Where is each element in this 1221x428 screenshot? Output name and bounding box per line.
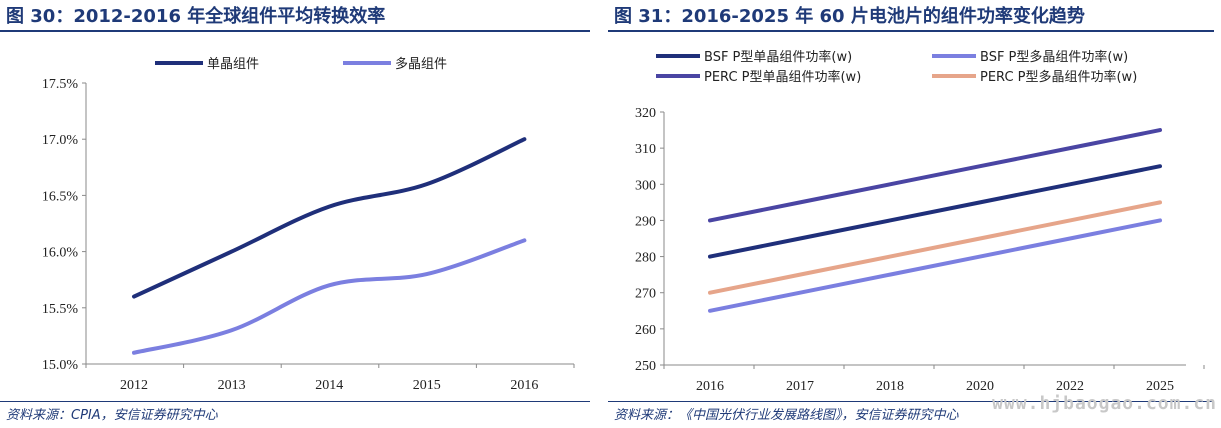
series-line-3 [708, 200, 1162, 295]
y-tick-label: 290 [635, 214, 656, 229]
series-line-1 [132, 238, 527, 355]
y-tick-label: 280 [635, 251, 656, 266]
x-tick-label: 2012 [120, 378, 148, 393]
series-line-1 [708, 218, 1162, 313]
efficiency-chart: 15.0% 15.5% 16.0% 16.5% 17.0% 17.5% 2012 2013 20… [42, 56, 575, 393]
figure-title: 图 30：2012-2016 年全球组件平均转换效率 [6, 6, 386, 27]
legend-label: BSF P型多晶组件功率(w) [980, 49, 1128, 65]
y-tick-label: 250 [635, 359, 656, 374]
y-tick-label: 320 [635, 106, 656, 121]
legend-label: PERC P型单晶组件功率(w) [704, 69, 861, 85]
legend-label: BSF P型单晶组件功率(w) [704, 49, 852, 65]
x-tick-label: 2014 [315, 378, 343, 393]
x-tick-label: 2020 [966, 379, 994, 394]
title-rule [0, 30, 590, 32]
legend-label: 多晶组件 [395, 56, 447, 72]
y-tick-label: 310 [635, 142, 656, 157]
source-rule [0, 401, 590, 402]
y-tick-label: 300 [635, 178, 656, 193]
source-note: 资料来源：CPIA，安信证券研究中心 [6, 408, 218, 423]
chart-panel-right: 图 31：2016-2025 年 60 片电池片的组件功率变化趋势 250 260… [608, 0, 1221, 428]
x-tick-label: 2016 [696, 379, 724, 394]
x-tick-label: 2017 [786, 379, 814, 394]
series-line-0 [132, 137, 527, 299]
y-tick-label: 260 [635, 323, 656, 338]
y-tick-label: 16.5% [42, 189, 79, 204]
y-tick-label: 17.0% [42, 133, 79, 148]
x-tick-label: 2016 [510, 378, 538, 393]
module-power-chart: 250 260 270 280 290 300 310 320 2016 2017 2018 2020… [635, 49, 1205, 394]
y-tick-label: 16.0% [42, 246, 79, 261]
series-line-2 [708, 128, 1162, 223]
legend-label: PERC P型多晶组件功率(w) [980, 69, 1137, 85]
figure-title: 图 31：2016-2025 年 60 片电池片的组件功率变化趋势 [614, 6, 1085, 27]
x-tick-label: 2025 [1146, 379, 1174, 394]
title-rule [608, 30, 1214, 32]
y-tick-label: 17.5% [42, 77, 79, 92]
watermark: www.hjbaogao.com.cn [992, 393, 1217, 414]
y-tick-label: 270 [635, 287, 656, 302]
chart-panel-left: 图 30：2012-2016 年全球组件平均转换效率 15.0% 15.5% 16.… [0, 0, 600, 428]
series-line-0 [708, 164, 1162, 259]
x-tick-label: 2015 [413, 378, 441, 393]
y-tick-label: 15.5% [42, 302, 79, 317]
x-tick-label: 2022 [1056, 379, 1084, 394]
y-tick-label: 15.0% [42, 358, 79, 373]
x-tick-label: 2013 [218, 378, 246, 393]
x-tick-label: 2018 [876, 379, 904, 394]
legend-label: 单晶组件 [207, 57, 259, 72]
source-note: 资料来源：《中国光伏行业发展路线图》，安信证券研究中心 [614, 408, 959, 423]
source-rule [608, 401, 1214, 402]
